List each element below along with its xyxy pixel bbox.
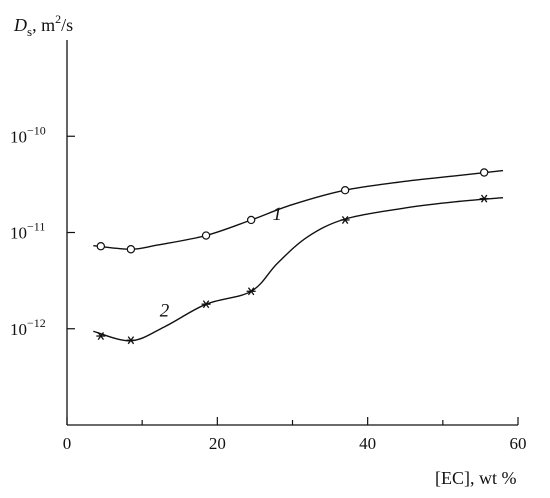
series-labels: 12: [160, 204, 282, 321]
y-tick-label: 10−11: [10, 220, 45, 243]
x-tick-label: 60: [510, 434, 527, 453]
series-2-point: [479, 194, 489, 203]
series-1-point: [246, 215, 256, 225]
series-2-point: [246, 287, 256, 296]
x-tick-label: 20: [209, 434, 226, 453]
series-1-point: [126, 245, 136, 254]
series-2-point: [96, 332, 106, 341]
data-markers: [96, 168, 489, 345]
series-2-point: [340, 215, 350, 224]
y-axis-label: Ds, m2/s: [13, 12, 73, 39]
y-tick-label: 10−10: [10, 123, 46, 146]
series-1-point: [201, 231, 211, 240]
series-1-point: [96, 242, 106, 251]
series-2-line: [93, 197, 504, 342]
series-1-line: [93, 169, 504, 250]
series-2-label: 2: [160, 300, 170, 321]
x-ticks: 0 20 40 60: [63, 417, 527, 453]
x-axis-label: [EC], wt %: [435, 468, 516, 488]
series-1-label: 1: [272, 204, 282, 225]
y-tick-label: 10−12: [10, 316, 46, 339]
series-1-point: [340, 186, 350, 195]
x-tick-label: 0: [63, 434, 72, 453]
series-2-point: [201, 300, 211, 309]
y-axis-label-symbol: D: [13, 15, 27, 35]
series-1-point: [479, 168, 489, 177]
series-2-point: [126, 336, 136, 345]
series-curves: [93, 169, 504, 342]
y-axis-label-subscript: s: [27, 24, 32, 39]
y-ticks: 10−10 10−11 10−12: [10, 123, 75, 339]
y-axis-label-unit: , m: [32, 15, 55, 35]
x-tick-label: 40: [359, 434, 376, 453]
y-axis-label-tail: /s: [61, 15, 73, 35]
y-axis-label-superscript: 2: [55, 12, 61, 26]
